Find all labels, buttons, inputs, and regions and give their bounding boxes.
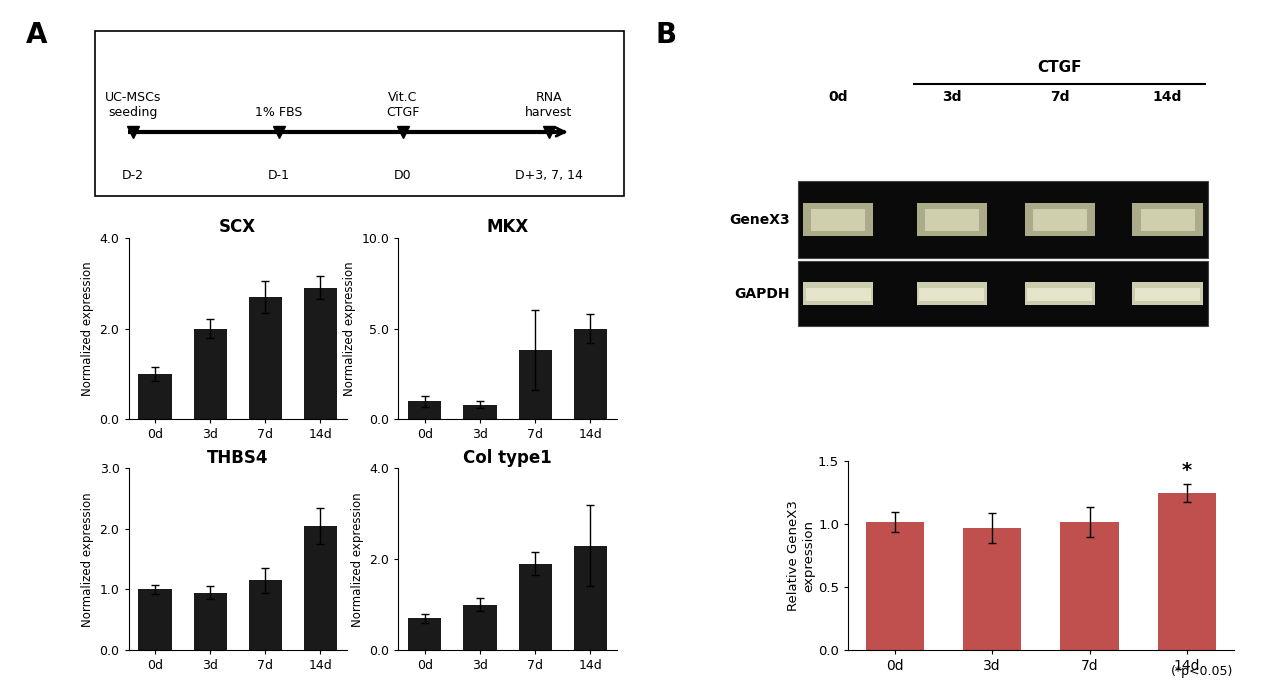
- Bar: [1060, 521, 1119, 650]
- Bar: [409, 401, 441, 419]
- Text: A: A: [26, 21, 48, 49]
- Bar: [305, 288, 337, 419]
- Bar: [249, 580, 281, 650]
- Text: 1% FBS: 1% FBS: [256, 106, 302, 119]
- Bar: [919, 288, 984, 301]
- Text: 0d: 0d: [829, 90, 848, 104]
- Bar: [1132, 203, 1203, 236]
- Y-axis label: Normalized expression: Normalized expression: [81, 492, 94, 626]
- Title: THBS4: THBS4: [207, 449, 269, 467]
- Bar: [574, 329, 607, 419]
- Y-axis label: Normalized expression: Normalized expression: [351, 492, 364, 626]
- Bar: [519, 350, 551, 419]
- Bar: [1158, 493, 1216, 650]
- Bar: [806, 288, 871, 301]
- Text: 14d: 14d: [1153, 90, 1182, 104]
- Text: GAPDH: GAPDH: [734, 287, 790, 301]
- Y-axis label: Normalized expression: Normalized expression: [343, 261, 356, 396]
- Text: GeneX3: GeneX3: [729, 212, 790, 226]
- Text: 7d: 7d: [1050, 90, 1069, 104]
- Bar: [1033, 209, 1087, 231]
- Bar: [194, 593, 226, 650]
- Bar: [464, 605, 496, 650]
- Text: B: B: [655, 21, 676, 49]
- Y-axis label: Relative GeneX3
expression: Relative GeneX3 expression: [788, 500, 815, 611]
- Title: Col type1: Col type1: [463, 449, 553, 467]
- Text: D+3, 7, 14: D+3, 7, 14: [515, 169, 582, 182]
- Bar: [1024, 282, 1095, 305]
- Bar: [811, 209, 865, 231]
- Bar: [305, 526, 337, 650]
- Text: CTGF: CTGF: [1037, 59, 1082, 75]
- Bar: [866, 521, 924, 650]
- Text: (*p<0.05): (*p<0.05): [1171, 665, 1234, 678]
- Bar: [519, 563, 551, 650]
- Text: Vit.C
CTGF: Vit.C CTGF: [387, 91, 420, 119]
- Text: D0: D0: [394, 169, 411, 182]
- Bar: [798, 261, 1208, 326]
- Text: *: *: [1182, 461, 1192, 480]
- Bar: [464, 405, 496, 419]
- Bar: [574, 545, 607, 650]
- Text: D-2: D-2: [122, 169, 144, 182]
- Bar: [1135, 288, 1200, 301]
- Text: RNA
harvest: RNA harvest: [526, 91, 572, 119]
- Bar: [139, 589, 171, 650]
- Bar: [798, 181, 1208, 258]
- Bar: [139, 374, 171, 419]
- Bar: [803, 282, 874, 305]
- Bar: [1141, 209, 1195, 231]
- Bar: [803, 203, 874, 236]
- Bar: [916, 282, 987, 305]
- Bar: [1027, 288, 1092, 301]
- Bar: [194, 329, 226, 419]
- Bar: [249, 296, 281, 419]
- Text: UC-MSCs
seeding: UC-MSCs seeding: [105, 91, 162, 119]
- Text: 3d: 3d: [942, 90, 961, 104]
- Bar: [962, 528, 1022, 650]
- Y-axis label: Normalized expression: Normalized expression: [81, 261, 94, 396]
- Bar: [916, 203, 987, 236]
- Bar: [1132, 282, 1203, 305]
- Bar: [1024, 203, 1095, 236]
- Bar: [409, 618, 441, 650]
- Title: SCX: SCX: [220, 218, 256, 236]
- Text: D-1: D-1: [267, 169, 290, 182]
- Title: MKX: MKX: [487, 218, 528, 236]
- Bar: [925, 209, 979, 231]
